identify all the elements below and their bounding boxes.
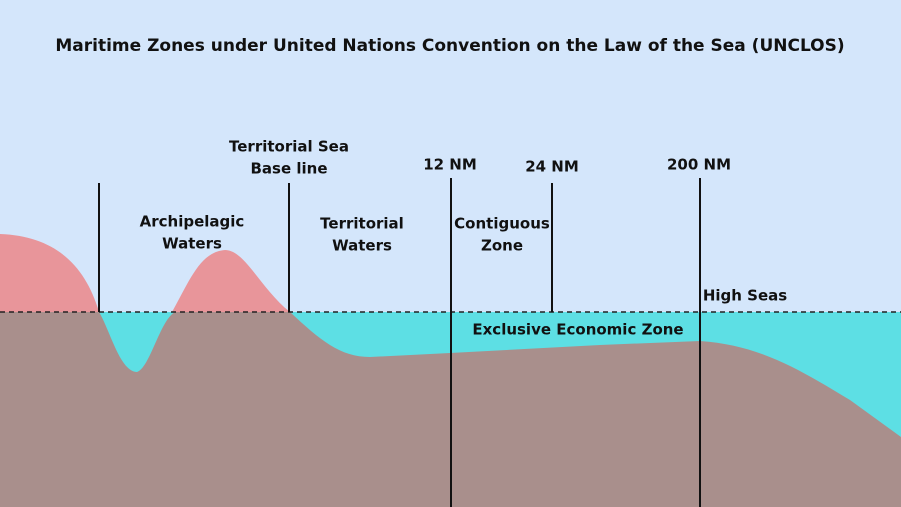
label: 12 NM — [423, 156, 477, 174]
label: Contiguous — [454, 215, 550, 233]
label: Archipelagic — [140, 213, 245, 231]
label: Waters — [332, 237, 392, 255]
label: High Seas — [703, 287, 787, 305]
label: Territorial Sea — [229, 138, 349, 156]
label: Exclusive Economic Zone — [472, 321, 683, 339]
land — [0, 234, 99, 312]
label: Waters — [162, 235, 222, 253]
label: 24 NM — [525, 158, 579, 176]
label: Zone — [481, 237, 523, 255]
label: Base line — [250, 160, 327, 178]
label: Territorial — [320, 215, 404, 233]
label: 200 NM — [667, 156, 731, 174]
title: Maritime Zones under United Nations Conv… — [55, 36, 844, 56]
island — [172, 250, 290, 312]
